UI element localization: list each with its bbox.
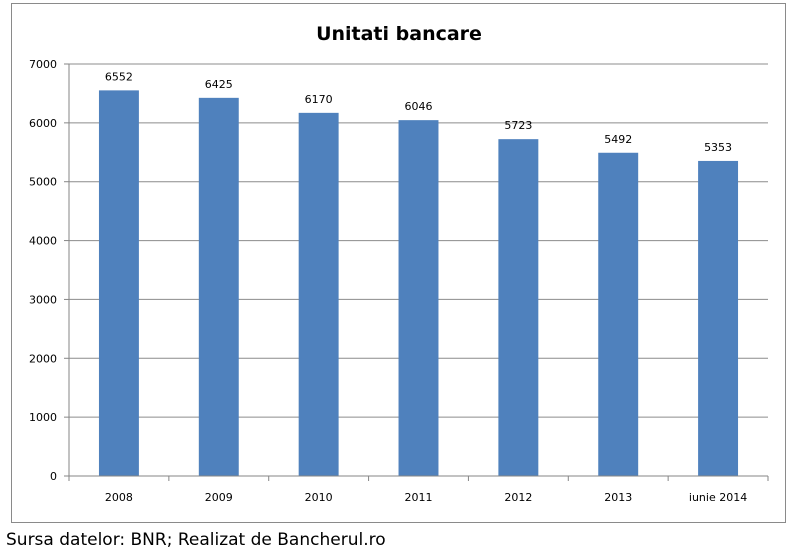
- x-tick-label: 2010: [305, 491, 333, 504]
- chart-title: Unitati bancare: [316, 23, 482, 45]
- data-label: 6425: [205, 78, 233, 91]
- data-label: 6170: [305, 93, 333, 106]
- source-caption: Sursa datelor: BNR; Realizat de Bancheru…: [6, 530, 386, 550]
- x-tick-label: 2008: [105, 491, 133, 504]
- bar-2013: [598, 152, 639, 476]
- x-tick-label: 2013: [604, 491, 632, 504]
- y-tick-label: 3000: [29, 293, 57, 306]
- bar-2010: [298, 112, 339, 476]
- bar-2011: [398, 120, 439, 476]
- y-tick-label: 7000: [29, 58, 57, 71]
- data-label: 6552: [105, 70, 133, 83]
- bar-2012: [498, 139, 539, 476]
- y-axis-tick-labels: 0 1000 2000 3000 4000 5000 6000 7000: [29, 58, 57, 483]
- bar-2009: [198, 97, 239, 476]
- x-tick-label: iunie 2014: [689, 491, 747, 504]
- data-label: 6046: [405, 100, 433, 113]
- y-tick-label: 5000: [29, 176, 57, 189]
- data-label: 5353: [704, 141, 732, 154]
- data-labels: 6552 6425 6170 6046 5723 5492 5353: [105, 70, 732, 154]
- x-axis-tick-labels: 2008 2009 2010 2011 2012 2013 iunie 2014: [105, 491, 747, 504]
- x-tick-label: 2011: [405, 491, 433, 504]
- bar-2008: [98, 90, 139, 477]
- y-tick-label: 4000: [29, 235, 57, 248]
- bars: [98, 90, 739, 477]
- chart-frame: [11, 3, 786, 523]
- y-tick-label: 2000: [29, 352, 57, 365]
- x-tick-label: 2009: [205, 491, 233, 504]
- y-tick-label: 6000: [29, 117, 57, 130]
- data-label: 5492: [604, 133, 632, 146]
- bar-iunie-2014: [698, 160, 739, 476]
- x-tick-label: 2012: [504, 491, 532, 504]
- data-label: 5723: [504, 119, 532, 132]
- y-tick-label: 1000: [29, 411, 57, 424]
- y-tick-label: 0: [50, 470, 57, 483]
- axes: [64, 63, 769, 481]
